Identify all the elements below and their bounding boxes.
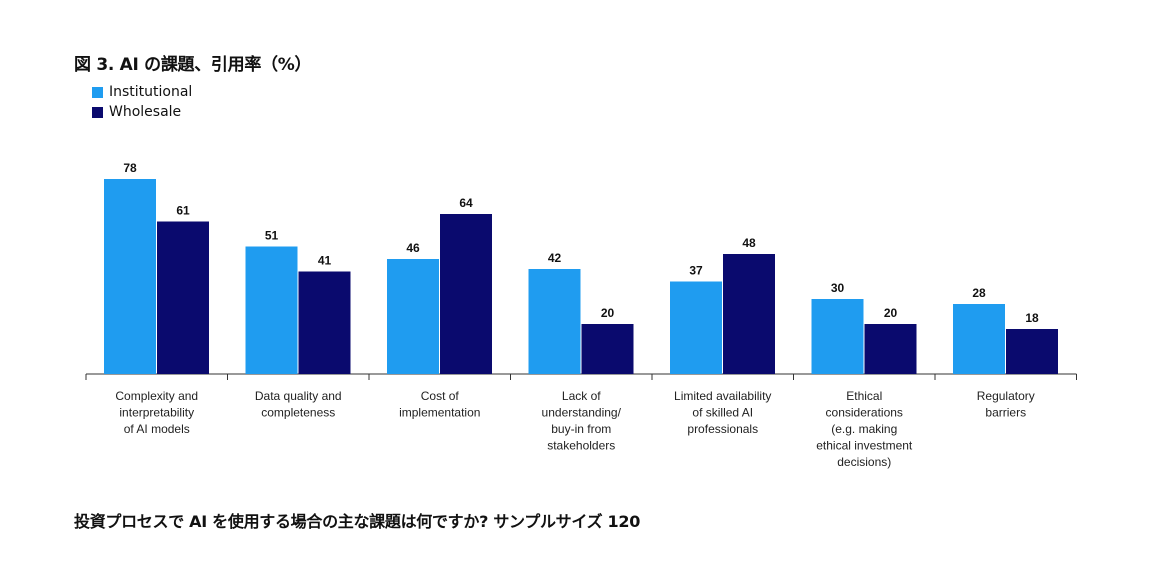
category-label-1: completeness	[261, 406, 335, 420]
chart-title: 図 3. AI の課題、引用率（%）	[74, 55, 312, 75]
data-label-wholesale-6: 18	[1025, 311, 1039, 325]
category-label-3: stakeholders	[547, 439, 615, 453]
data-label-wholesale-0: 61	[176, 204, 190, 218]
data-label-institutional-2: 46	[406, 241, 420, 255]
data-label-wholesale-3: 20	[601, 306, 615, 320]
category-label-4: professionals	[687, 422, 758, 436]
data-label-wholesale-2: 64	[459, 196, 473, 210]
data-label-institutional-1: 51	[265, 229, 279, 243]
category-label-0: of AI models	[124, 422, 190, 436]
bar-institutional-2	[387, 259, 439, 374]
data-label-institutional-0: 78	[123, 161, 137, 175]
category-label-2: Cost of	[421, 389, 460, 403]
data-label-institutional-4: 37	[689, 264, 703, 278]
category-label-3: Lack of	[562, 389, 601, 403]
legend-item-wholesale: Wholesale	[92, 102, 192, 122]
bar-wholesale-2	[440, 214, 492, 374]
legend-item-institutional: Institutional	[92, 82, 192, 102]
bar-institutional-4	[670, 281, 722, 374]
category-label-5: decisions)	[837, 455, 891, 469]
data-label-wholesale-5: 20	[884, 306, 898, 320]
bar-wholesale-0	[157, 221, 209, 374]
legend: Institutional Wholesale	[92, 82, 192, 122]
category-label-1: Data quality and	[255, 389, 342, 403]
bar-wholesale-6	[1006, 329, 1058, 374]
bar-wholesale-5	[864, 324, 917, 374]
category-label-6: barriers	[985, 406, 1026, 420]
data-label-wholesale-4: 48	[742, 236, 756, 250]
data-label-institutional-6: 28	[972, 286, 986, 300]
category-label-2: implementation	[399, 406, 480, 420]
bar-wholesale-3	[581, 324, 634, 374]
category-label-3: understanding/	[542, 406, 622, 420]
legend-label-institutional: Institutional	[109, 84, 193, 100]
data-label-institutional-3: 42	[548, 251, 562, 265]
legend-swatch-wholesale	[92, 106, 103, 118]
category-label-5: ethical investment	[816, 439, 913, 453]
category-label-5: (e.g. making	[831, 422, 897, 436]
category-label-6: Regulatory	[977, 389, 1035, 403]
category-label-4: Limited availability	[674, 389, 771, 403]
bar-institutional-1	[245, 246, 298, 374]
category-label-5: considerations	[826, 406, 903, 420]
bar-institutional-0	[104, 179, 156, 374]
category-label-0: Complexity and	[115, 389, 198, 403]
legend-label-wholesale: Wholesale	[109, 104, 182, 120]
data-label-institutional-5: 30	[831, 281, 845, 295]
category-label-5: Ethical	[846, 389, 882, 403]
legend-swatch-institutional	[92, 86, 103, 98]
category-label-4: of skilled AI	[692, 406, 753, 420]
bar-institutional-6	[953, 304, 1005, 374]
bar-wholesale-4	[723, 254, 775, 374]
data-label-wholesale-1: 41	[318, 254, 332, 268]
bar-wholesale-1	[298, 271, 351, 374]
category-label-0: interpretability	[119, 406, 194, 420]
bar-institutional-5	[811, 299, 864, 374]
category-label-3: buy-in from	[551, 422, 611, 436]
bar-institutional-3	[528, 269, 581, 374]
survey-question-footer: 投資プロセスで AI を使用する場合の主な課題は何ですか? サンプルサイズ 12…	[74, 512, 641, 531]
